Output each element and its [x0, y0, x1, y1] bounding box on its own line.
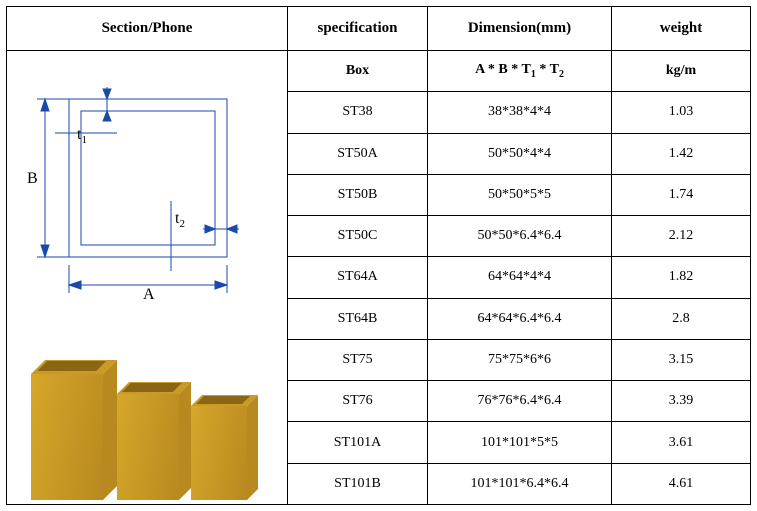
table-row: ST50A50*50*4*41.42	[288, 134, 750, 175]
dim-cell: 75*75*6*6	[428, 340, 612, 380]
wt-cell: 2.8	[612, 299, 750, 339]
dim-cell: 64*64*6.4*6.4	[428, 299, 612, 339]
section-header: Section/Phone	[7, 7, 287, 51]
table-row: ST7676*76*6.4*6.43.39	[288, 381, 750, 422]
diagram-label-t2: t2	[175, 210, 185, 230]
section-body: B A t1 t2	[7, 51, 287, 504]
subheader-row: Box A * B * T1 * T2 kg/m	[288, 51, 750, 92]
dim-cell: 76*76*6.4*6.4	[428, 381, 612, 421]
spec-cell: ST38	[288, 92, 428, 132]
spec-cell: ST64B	[288, 299, 428, 339]
spec-cell: ST64A	[288, 257, 428, 297]
wt-cell: 3.61	[612, 422, 750, 462]
spec-cell: ST50B	[288, 175, 428, 215]
spec-cell: ST75	[288, 340, 428, 380]
table-row: ST64B64*64*6.4*6.42.8	[288, 299, 750, 340]
wt-cell: 1.42	[612, 134, 750, 174]
table-row: ST101A101*101*5*53.61	[288, 422, 750, 463]
spec-cell: ST50C	[288, 216, 428, 256]
wt-cell: 1.74	[612, 175, 750, 215]
table-row: ST50B50*50*5*51.74	[288, 175, 750, 216]
table-row: ST101B101*101*6.4*6.44.61	[288, 464, 750, 504]
table-row: ST64A64*64*4*41.82	[288, 257, 750, 298]
header-row: specification Dimension(mm) weight	[288, 7, 750, 51]
spec-cell: ST101B	[288, 464, 428, 504]
dim-subheader: A * B * T1 * T2	[428, 51, 612, 91]
wt-cell: 4.61	[612, 464, 750, 504]
dim-cell: 50*50*4*4	[428, 134, 612, 174]
dim-header: Dimension(mm)	[428, 7, 612, 50]
table-row: ST50C50*50*6.4*6.42.12	[288, 216, 750, 257]
table-row: ST3838*38*4*41.03	[288, 92, 750, 133]
dim-cell: 50*50*6.4*6.4	[428, 216, 612, 256]
wt-header: weight	[612, 7, 750, 50]
diagram-label-a: A	[143, 286, 155, 301]
wt-cell: 1.82	[612, 257, 750, 297]
spec-cell: ST101A	[288, 422, 428, 462]
data-columns: specification Dimension(mm) weight Box A…	[288, 7, 750, 504]
dim-cell: 38*38*4*4	[428, 92, 612, 132]
table-row: ST7575*75*6*63.15	[288, 340, 750, 381]
wt-subheader: kg/m	[612, 51, 750, 91]
dim-cell: 101*101*6.4*6.4	[428, 464, 612, 504]
wt-cell: 3.15	[612, 340, 750, 380]
dim-cell: 101*101*5*5	[428, 422, 612, 462]
diagram-label-b: B	[27, 170, 38, 187]
cross-section-diagram: B A t1 t2	[15, 71, 255, 301]
spec-subheader: Box	[288, 51, 428, 91]
section-column: Section/Phone	[7, 7, 288, 504]
dim-cell: 50*50*5*5	[428, 175, 612, 215]
product-photo	[21, 360, 273, 500]
spec-table: Section/Phone	[6, 6, 751, 505]
diagram-label-t1: t1	[77, 126, 87, 146]
spec-header: specification	[288, 7, 428, 50]
wt-cell: 1.03	[612, 92, 750, 132]
spec-cell: ST50A	[288, 134, 428, 174]
wt-cell: 2.12	[612, 216, 750, 256]
dim-cell: 64*64*4*4	[428, 257, 612, 297]
wt-cell: 3.39	[612, 381, 750, 421]
spec-cell: ST76	[288, 381, 428, 421]
